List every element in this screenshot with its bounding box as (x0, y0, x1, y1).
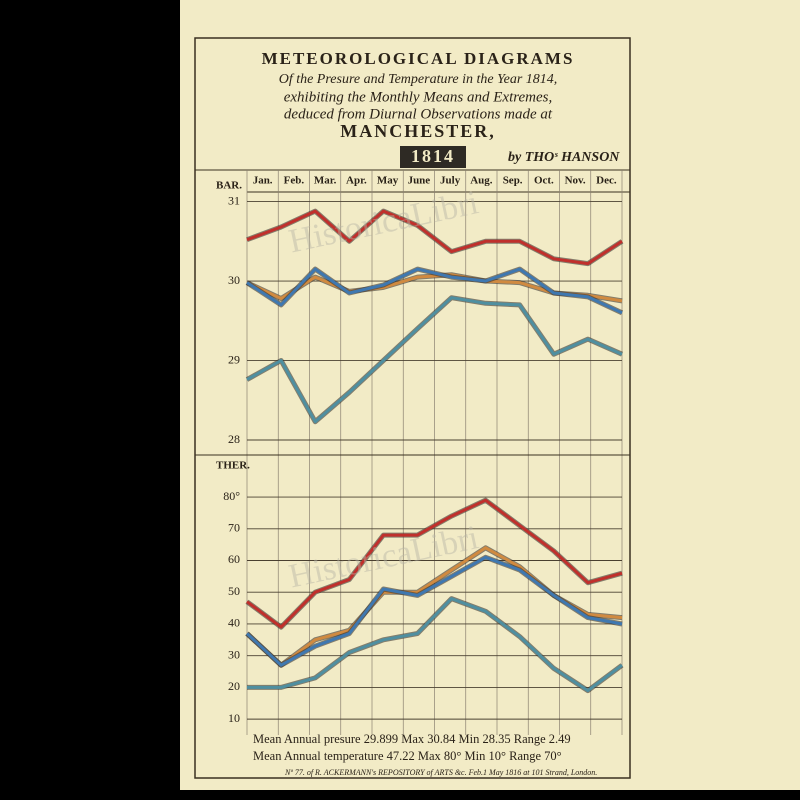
subtitle: deduced from Diurnal Observations made a… (284, 106, 553, 122)
footer: Mean Annual temperature 47.22 Max 80° Mi… (253, 749, 562, 763)
y-tick-label: 31 (228, 193, 240, 207)
month-label: Mar. (314, 175, 337, 187)
y-tick-label: 29 (228, 352, 240, 366)
month-label: Nov. (565, 175, 586, 187)
series-line (246, 296, 623, 424)
place: MANCHESTER, (340, 121, 496, 141)
footer: Mean Annual presure 29.899 Max 30.84 Min… (253, 732, 571, 746)
series-line (245, 555, 623, 667)
frame (194, 37, 631, 779)
imprint: Nº 77. of R. ACKERMANN's REPOSITORY of A… (284, 768, 597, 777)
y-tick-label: 50 (228, 584, 240, 598)
series-line (247, 597, 623, 693)
month-label: Dec. (596, 175, 617, 187)
series-line (246, 209, 623, 266)
month-label: Aug. (470, 175, 493, 187)
series-line (246, 267, 623, 315)
y-tick-label: 80° (223, 489, 240, 503)
month-label: Sep. (503, 175, 523, 187)
axis-title: BAR. (216, 180, 242, 192)
plots: Jan. Feb. Mar. Apr. May June July Aug. Sep. Oct. N… (195, 169, 630, 735)
y-tick-label: 40 (228, 616, 240, 630)
month-label: Apr. (346, 175, 367, 187)
month-label: July (440, 175, 461, 187)
month-label: Oct. (534, 175, 554, 187)
y-tick-label: 20 (228, 679, 240, 693)
month-label: May (377, 175, 399, 187)
month-label: June (408, 175, 431, 187)
title: METEOROLOGICAL DIAGRAMS (262, 49, 575, 68)
y-tick-label: 30 (228, 273, 240, 287)
year: 1814 (411, 146, 455, 166)
axis-title: THER. (216, 460, 250, 472)
year-box (400, 146, 466, 168)
subtitle: Of the Presure and Temperature in the Ye… (279, 72, 558, 87)
y-tick-label: 30 (228, 647, 240, 661)
month-label: Jan. (253, 175, 273, 187)
y-tick-label: 60 (228, 552, 240, 566)
subtitle: exhibiting the Monthly Means and Extreme… (284, 89, 553, 105)
series-line (246, 498, 623, 629)
month-label: Feb. (284, 175, 305, 187)
author: by THOˢ HANSON (508, 150, 620, 165)
y-tick-label: 10 (228, 711, 240, 725)
y-tick-label: 28 (228, 432, 240, 446)
y-tick-label: 70 (228, 521, 240, 535)
paper (180, 0, 800, 790)
